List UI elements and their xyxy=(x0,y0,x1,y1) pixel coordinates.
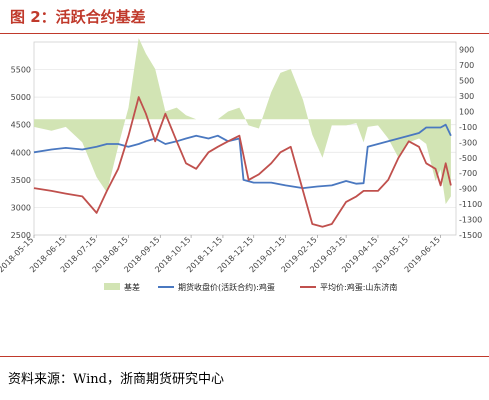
right-tick-label: 500 xyxy=(459,77,474,86)
right-tick-label: 300 xyxy=(459,92,474,101)
right-tick-label: 900 xyxy=(459,46,474,55)
right-tick-label: -100 xyxy=(459,123,477,132)
left-tick-label: 3500 xyxy=(11,176,31,185)
title-divider xyxy=(0,33,489,34)
title-bar: 图 2：活跃合约基差 xyxy=(0,0,489,34)
left-tick-label: 3000 xyxy=(11,203,31,212)
futures-price-line xyxy=(33,123,452,189)
chart-title: 图 2：活跃合约基差 xyxy=(10,8,146,26)
legend-label-futures: 期货收盘价(活跃合约):鸡蛋 xyxy=(178,282,275,292)
left-tick-label: 2500 xyxy=(11,231,31,240)
source-note: 资料来源：Wind，浙商期货研究中心 xyxy=(8,372,224,387)
right-tick-label: -1300 xyxy=(459,216,482,225)
spot-price-line xyxy=(33,96,452,228)
legend-label-spot: 平均价:鸡蛋:山东济南 xyxy=(320,282,397,292)
right-tick-label: 700 xyxy=(459,61,474,70)
right-tick-label: -1500 xyxy=(459,231,482,240)
basis-area-layer xyxy=(34,38,451,205)
right-tick-label: -1100 xyxy=(459,200,482,209)
left-tick-label: 5000 xyxy=(11,93,31,102)
plot-border xyxy=(33,41,457,236)
right-tick-label: -500 xyxy=(459,154,477,163)
left-tick-label: 4000 xyxy=(11,148,31,157)
legend-swatch-basis xyxy=(104,283,120,290)
right-axis: -1500 -1300 -1100 -900 -700 -500 -300 -100 100 30… xyxy=(459,46,482,240)
right-tick-label: -700 xyxy=(459,169,477,178)
legend: 基差 期货收盘价(活跃合约):鸡蛋 平均价:鸡蛋:山东济南 xyxy=(104,282,397,292)
left-axis: 2500 3000 3500 4000 4500 5000 5500 xyxy=(11,66,31,240)
left-tick-label: 4500 xyxy=(11,121,31,130)
legend-label-basis: 基差 xyxy=(124,282,140,292)
right-tick-label: -900 xyxy=(459,185,477,194)
footer-divider xyxy=(0,356,489,357)
left-tick-label: 5500 xyxy=(11,66,31,75)
right-tick-label: -300 xyxy=(459,138,477,147)
x-axis: 2018-05-152018-06-152018-07-152018-08-15… xyxy=(0,235,442,274)
right-tick-label: 100 xyxy=(459,107,474,116)
basis-area xyxy=(34,38,451,205)
line-layer xyxy=(33,96,452,228)
